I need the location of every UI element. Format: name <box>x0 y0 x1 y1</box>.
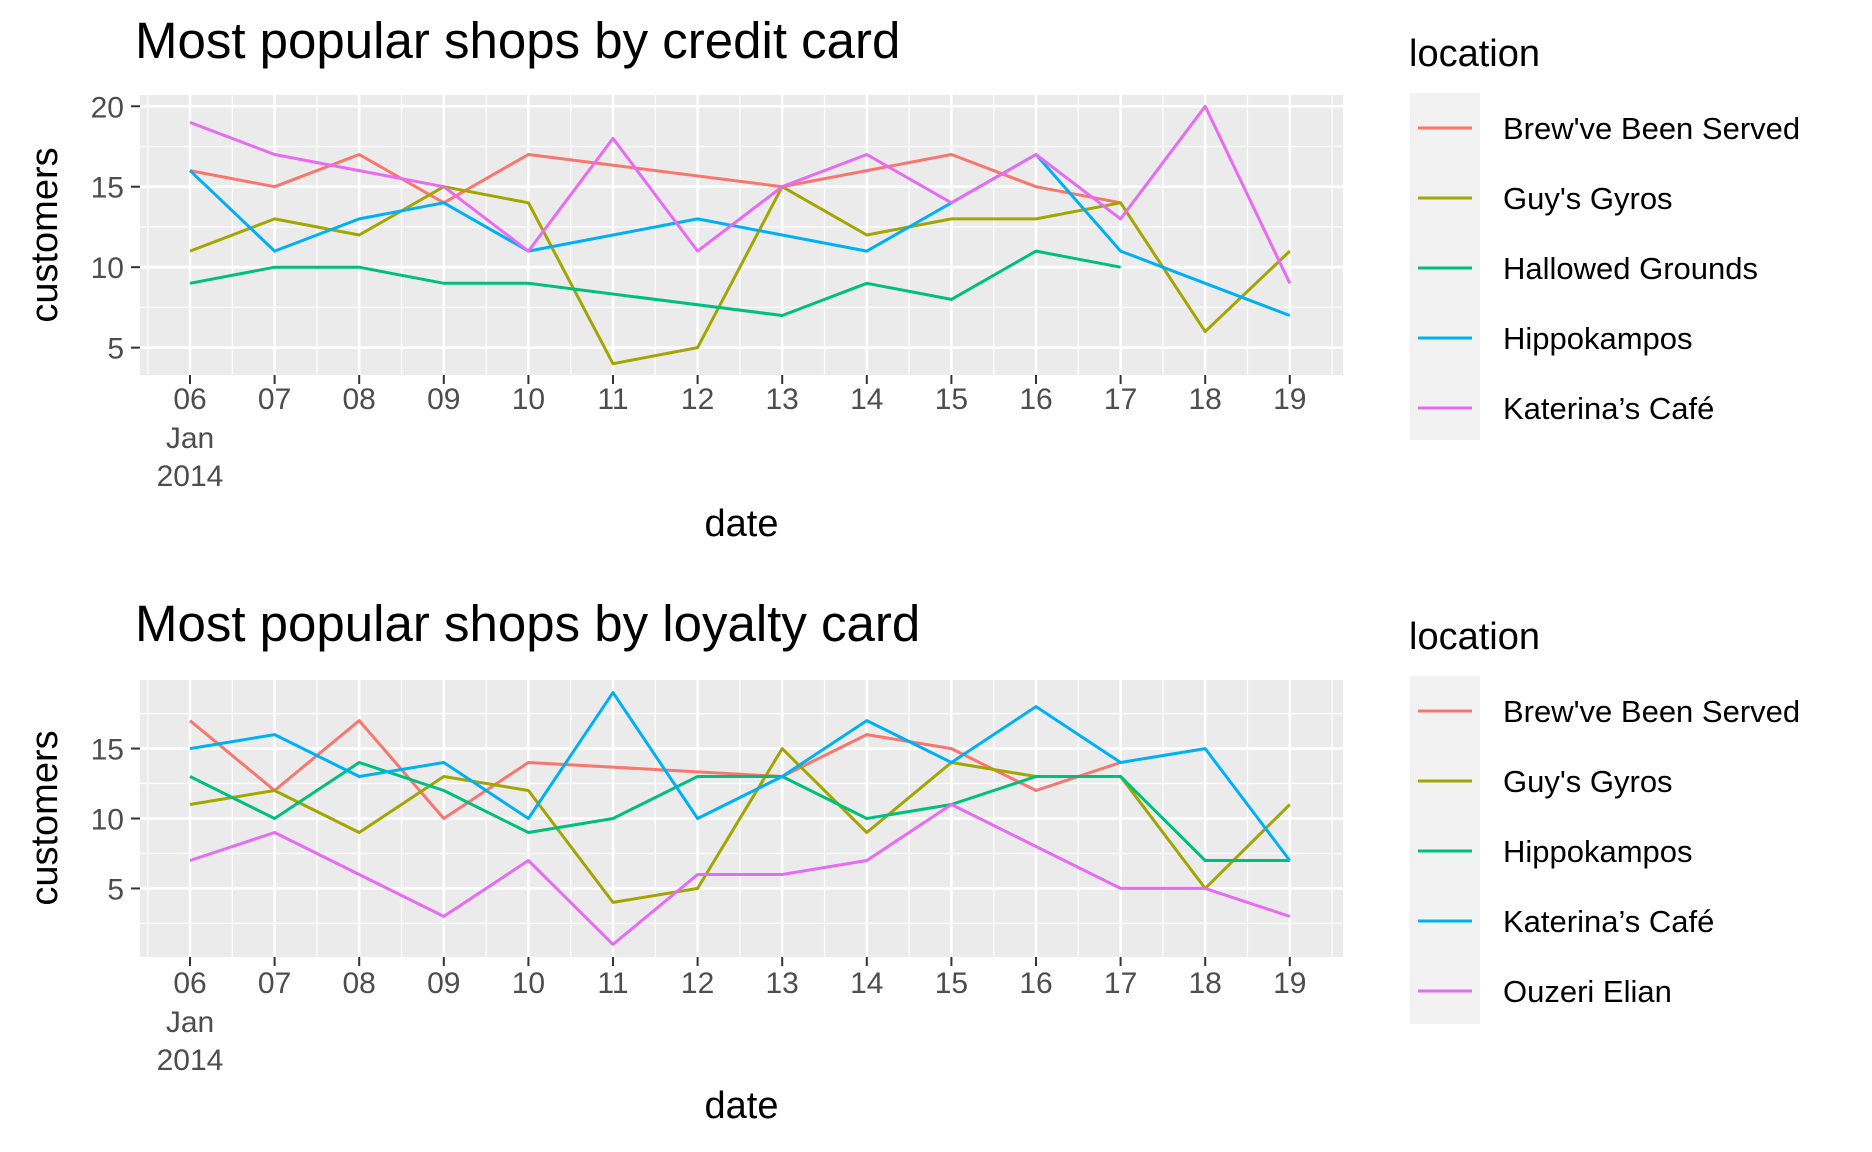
legend-label: Hippokampos <box>1503 321 1693 356</box>
x-tick-label: 11 <box>597 383 628 416</box>
legend-title: location <box>1409 33 1540 75</box>
x-tick-label: 19 <box>1273 383 1306 416</box>
legend-label: Hallowed Grounds <box>1503 251 1758 286</box>
chart-title: Most popular shops by loyalty card <box>135 595 920 652</box>
legend-title: location <box>1409 616 1540 658</box>
legend-label: Hippokampos <box>1503 834 1693 869</box>
y-axis-label: customers <box>24 147 66 322</box>
x-tick-label: 14 <box>850 383 883 416</box>
x-tick-label-date: Jan <box>166 422 214 455</box>
legend: location Brew've Been Served Guy's Gyros Ha… <box>1409 33 1800 440</box>
legend-label: Guy's Gyros <box>1503 181 1673 216</box>
x-tick-label: 13 <box>766 383 799 416</box>
series-line <box>189 249 1121 317</box>
chart-credit-card: 5 10 15 20 06 07 08 09 10 11 12 13 14 15 16 17 18 19 Jan 20… <box>24 12 1800 545</box>
x-tick-label: 17 <box>1104 967 1137 1000</box>
legend-label: Ouzeri Elian <box>1503 974 1672 1009</box>
series-lines <box>189 691 1291 946</box>
x-axis-label: date <box>705 1085 779 1127</box>
x-tick-label: 16 <box>1019 383 1052 416</box>
x-tick-label: 16 <box>1019 967 1052 1000</box>
x-tick-label: 07 <box>258 967 291 1000</box>
series-line <box>189 691 1291 862</box>
x-tick-label-date: 2014 <box>157 1044 224 1077</box>
x-axis-label: date <box>705 503 779 545</box>
x-tick-label: 18 <box>1189 967 1222 1000</box>
y-tick-label: 20 <box>91 91 124 124</box>
legend-label: Brew've Been Served <box>1503 111 1800 146</box>
series-line <box>189 185 1291 366</box>
x-tick-label: 10 <box>512 967 545 1000</box>
x-tick-label-date: 2014 <box>157 460 224 493</box>
x-tick-label: 09 <box>427 967 460 1000</box>
series-line <box>188 153 1291 317</box>
series-line <box>189 803 1291 946</box>
x-tick-label: 06 <box>173 383 206 416</box>
series-line <box>189 153 1121 205</box>
legend-label: Guy's Gyros <box>1503 764 1673 799</box>
legend-label: Brew've Been Served <box>1503 694 1800 729</box>
x-tick-label: 17 <box>1104 383 1137 416</box>
legend: location Brew've Been Served Guy's Gyros Hi… <box>1409 616 1800 1024</box>
x-tick-label: 11 <box>597 967 628 1000</box>
x-tick-label: 10 <box>512 383 545 416</box>
series-line <box>189 104 1292 284</box>
y-tick-label: 10 <box>91 252 124 285</box>
y-tick-label: 5 <box>107 873 124 906</box>
x-tick-label: 06 <box>173 967 206 1000</box>
y-axis-label: customers <box>24 730 66 905</box>
x-tick-label: 12 <box>681 967 714 1000</box>
x-tick-label: 15 <box>935 383 968 416</box>
axis-ticks <box>131 747 1291 966</box>
x-tick-label: 12 <box>681 383 714 416</box>
axis-ticks <box>131 105 1291 384</box>
series-line <box>189 761 1290 862</box>
x-tick-label: 18 <box>1189 383 1222 416</box>
y-tick-label: 10 <box>91 804 124 837</box>
series-lines <box>188 104 1292 366</box>
chart-loyalty-card: 5 10 15 06 07 08 09 10 11 12 13 14 15 16 17 18 19 Jan 2014… <box>24 595 1800 1127</box>
x-tick-label: 09 <box>427 383 460 416</box>
x-tick-label: 08 <box>343 383 376 416</box>
minor-grid <box>140 95 1343 375</box>
x-tick-label-date: Jan <box>166 1006 214 1039</box>
y-tick-label: 15 <box>91 734 124 767</box>
x-tick-label: 15 <box>935 967 968 1000</box>
y-tick-label: 5 <box>107 333 124 366</box>
x-tick-label: 19 <box>1273 967 1306 1000</box>
chart-title: Most popular shops by credit card <box>135 12 900 69</box>
x-tick-label: 13 <box>766 967 799 1000</box>
legend-label: Katerina’s Café <box>1503 904 1714 939</box>
y-tick-label: 15 <box>91 172 124 205</box>
legend-label: Katerina’s Café <box>1503 391 1714 426</box>
x-tick-label: 07 <box>258 383 291 416</box>
x-tick-label: 08 <box>343 967 376 1000</box>
x-tick-label: 14 <box>850 967 883 1000</box>
